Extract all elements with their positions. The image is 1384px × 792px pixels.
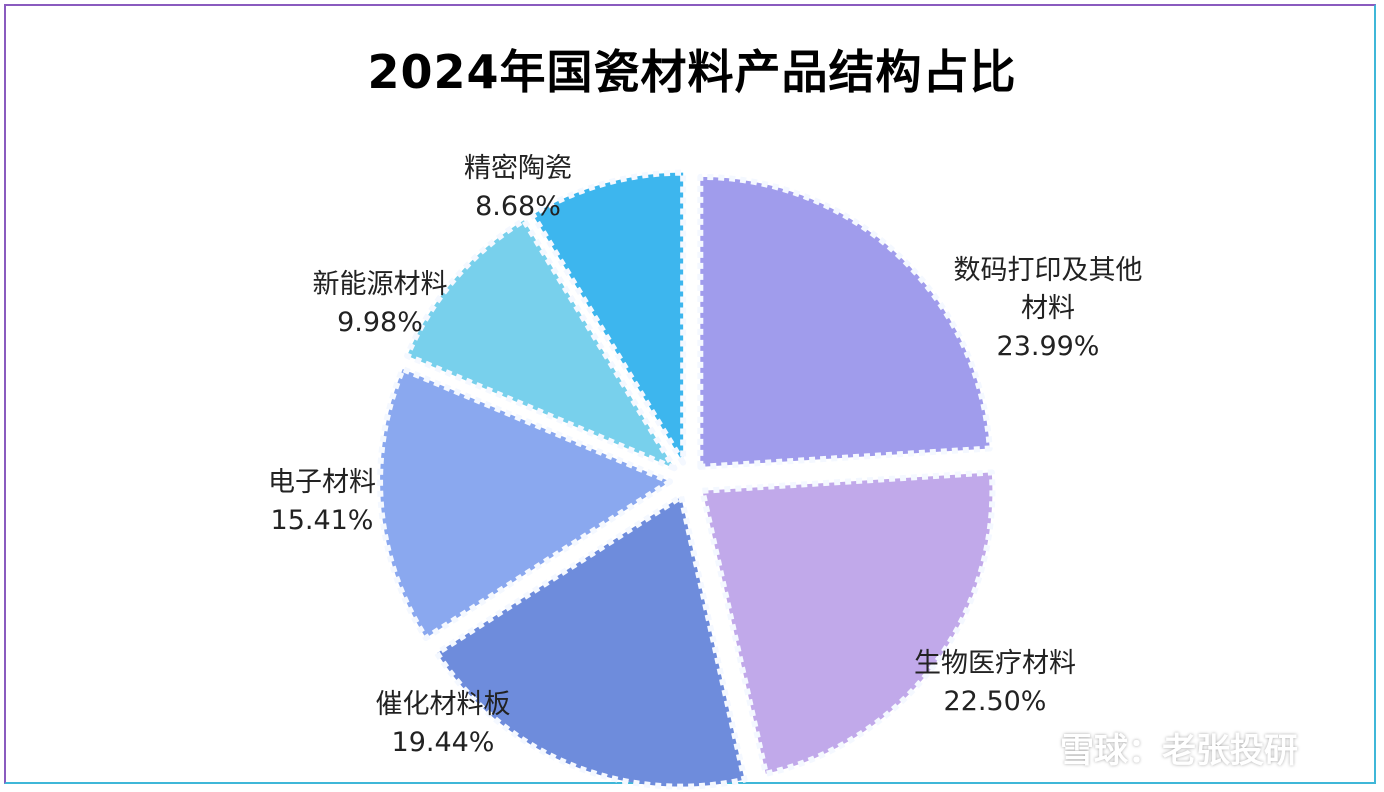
- pie-slice: [529, 169, 687, 466]
- slice-category: 生物医疗材料: [914, 648, 1076, 679]
- slice-value: 23.99%: [996, 331, 1100, 362]
- slice-value: 9.98%: [337, 307, 423, 338]
- slice-label: 新能源材料 9.98%: [313, 266, 448, 342]
- slice-label: 催化材料板 19.44%: [376, 686, 511, 762]
- watermark: 雪球：老张投研: [1000, 722, 1298, 772]
- snowball-logo-icon: [1003, 736, 1047, 758]
- pie-slice: [697, 173, 993, 470]
- slice-category: 数码打印及其他: [953, 255, 1143, 286]
- slice-label: 电子材料 15.41%: [268, 464, 376, 540]
- slice-value: 22.50%: [943, 686, 1047, 717]
- slice-label: 生物医疗材料 22.50%: [914, 645, 1076, 721]
- slice-category: 电子材料: [268, 467, 376, 498]
- pie-slice: [699, 469, 996, 777]
- slice-value: 8.68%: [475, 191, 561, 222]
- chart-title: 2024年国瓷材料产品结构占比: [367, 45, 1017, 99]
- slice-label: 精密陶瓷 8.68%: [464, 150, 572, 226]
- slice-label: 数码打印及其他 材料 23.99%: [954, 252, 1143, 366]
- slice-category: 新能源材料: [312, 269, 448, 300]
- pie-slice: [377, 366, 674, 642]
- slice-category: 材料: [1021, 293, 1075, 324]
- pie-slice: [404, 217, 678, 472]
- pie-slice: [433, 493, 748, 790]
- slice-value: 15.41%: [270, 505, 374, 536]
- slice-value: 19.44%: [391, 727, 495, 758]
- slice-category: 精密陶瓷: [464, 153, 572, 184]
- slice-category: 催化材料板: [375, 689, 511, 720]
- watermark-text: 雪球：老张投研: [1060, 730, 1298, 771]
